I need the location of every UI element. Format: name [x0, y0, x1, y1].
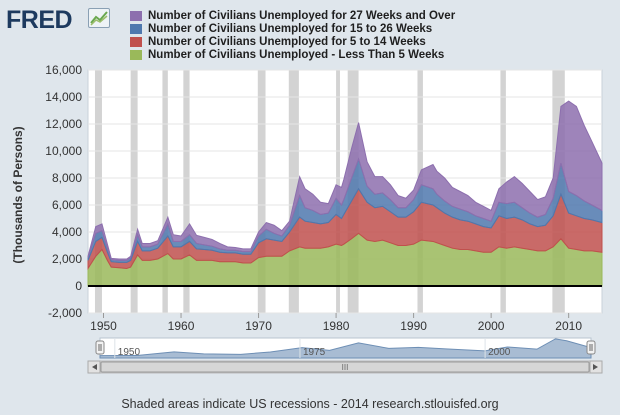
y-tick-label: 6,000: [52, 198, 82, 212]
x-tick-label: 1990: [400, 319, 427, 333]
navigator-series: [99, 338, 592, 359]
x-tick-label: 1980: [323, 319, 350, 333]
y-tick-label: -2,000: [48, 306, 82, 320]
scrollbar-thumb[interactable]: [100, 361, 590, 373]
navigator-handle-left[interactable]: [95, 340, 105, 355]
y-axis: -2,000 0 2,000 4,000 6,000 8,000 10,000 12,000 1…: [45, 63, 82, 320]
legend-swatch: [130, 23, 142, 34]
legend-item-less-5-weeks[interactable]: Number of Civilians Unemployed - Less Th…: [130, 48, 455, 61]
legend-item-15-26-weeks[interactable]: Number of Civilians Unemployed for 15 to…: [130, 22, 455, 35]
chevron-right-icon: [593, 364, 598, 370]
y-tick-label: 10,000: [45, 144, 82, 158]
y-tick-label: 8,000: [52, 171, 82, 185]
footer-note: Shaded areas indicate US recessions - 20…: [121, 397, 499, 411]
x-tick-label: 1970: [245, 319, 272, 333]
x-tick-label: 2010: [555, 319, 582, 333]
range-scrollbar[interactable]: III: [87, 360, 603, 374]
recession-band: [162, 70, 168, 313]
y-tick-label: 4,000: [52, 225, 82, 239]
x-axis: 1950 1960 1970 1980 1990 2000 2010: [90, 313, 582, 333]
y-tick-label: 0: [75, 279, 82, 293]
x-tick-label: 1960: [168, 319, 195, 333]
area-series-3: [87, 100, 603, 261]
legend-swatch: [130, 49, 142, 60]
recession-band: [288, 70, 299, 313]
legend-label: Number of Civilians Unemployed - Less Th…: [148, 48, 445, 61]
stacked-areas: [87, 100, 603, 287]
legend-swatch: [130, 10, 142, 21]
recession-band: [257, 70, 266, 313]
chevron-left-icon: [92, 364, 97, 370]
navigator-year-label: 1950: [118, 347, 141, 358]
y-axis-label: (Thousands of Persons): [11, 126, 25, 263]
x-tick-label: 2000: [478, 319, 505, 333]
y-tick-label: 16,000: [45, 63, 82, 77]
recession-band: [130, 70, 138, 313]
recession-band: [94, 70, 102, 313]
fred-logo: FRED: [6, 6, 73, 34]
legend-label: Number of Civilians Unemployed for 5 to …: [148, 35, 426, 48]
legend-item-27-weeks[interactable]: Number of Civilians Unemployed for 27 We…: [130, 9, 455, 22]
x-tick-label: 1950: [90, 319, 117, 333]
legend-swatch: [130, 36, 142, 47]
range-navigator[interactable]: 1950 1975 2000: [95, 337, 596, 359]
y-tick-label: 2,000: [52, 252, 82, 266]
legend-item-5-14-weeks[interactable]: Number of Civilians Unemployed for 5 to …: [130, 35, 455, 48]
navigator-handle-right[interactable]: [586, 340, 596, 355]
fred-chart-icon: [88, 8, 110, 28]
chart-legend: Number of Civilians Unemployed for 27 We…: [130, 9, 455, 61]
y-tick-label: 14,000: [45, 90, 82, 104]
navigator-year-label: 2000: [488, 347, 511, 358]
navigator-year-label: 1975: [303, 347, 326, 358]
scrollbar-grip: III: [342, 363, 349, 372]
legend-label: Number of Civilians Unemployed for 15 to…: [148, 22, 433, 35]
y-tick-label: 12,000: [45, 117, 82, 131]
recession-band: [183, 70, 190, 313]
legend-label: Number of Civilians Unemployed for 27 We…: [148, 9, 456, 22]
